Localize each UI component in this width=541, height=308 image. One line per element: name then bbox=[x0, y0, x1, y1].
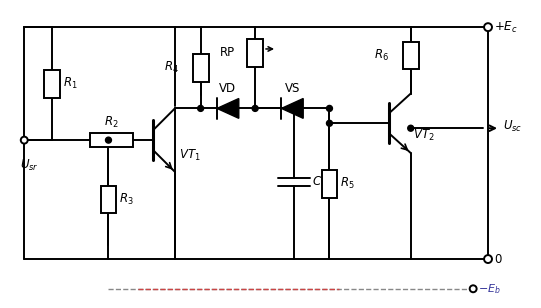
Text: $+E_c$: $+E_c$ bbox=[494, 20, 518, 35]
Circle shape bbox=[470, 285, 477, 292]
Bar bbox=[101, 186, 116, 213]
Text: $C$: $C$ bbox=[312, 175, 322, 188]
Text: $R_4$: $R_4$ bbox=[164, 60, 179, 75]
Circle shape bbox=[105, 137, 111, 143]
Bar bbox=[247, 39, 263, 67]
Text: VS: VS bbox=[285, 82, 300, 95]
Text: $R_6$: $R_6$ bbox=[374, 48, 389, 63]
Text: $VT_1$: $VT_1$ bbox=[179, 148, 201, 163]
Circle shape bbox=[484, 255, 492, 263]
Text: RP: RP bbox=[220, 47, 235, 59]
Text: $0$: $0$ bbox=[494, 253, 503, 265]
Text: $U_{sr}$: $U_{sr}$ bbox=[20, 158, 39, 173]
Circle shape bbox=[484, 23, 492, 31]
Text: $VT_2$: $VT_2$ bbox=[413, 128, 434, 143]
Bar bbox=[193, 54, 209, 82]
Circle shape bbox=[197, 105, 203, 111]
Bar bbox=[321, 170, 338, 198]
Circle shape bbox=[21, 137, 28, 144]
Text: $R_2$: $R_2$ bbox=[104, 115, 118, 130]
Bar bbox=[403, 42, 419, 69]
Polygon shape bbox=[281, 99, 303, 118]
Circle shape bbox=[326, 105, 332, 111]
Circle shape bbox=[252, 105, 258, 111]
Circle shape bbox=[326, 120, 332, 126]
Polygon shape bbox=[217, 99, 239, 118]
Circle shape bbox=[408, 125, 414, 131]
Text: $-E_b$: $-E_b$ bbox=[478, 282, 501, 296]
Text: $U_{sc}$: $U_{sc}$ bbox=[503, 119, 522, 134]
Text: $R_3$: $R_3$ bbox=[120, 192, 134, 207]
Text: VD: VD bbox=[219, 82, 236, 95]
Bar bbox=[90, 133, 133, 147]
Bar bbox=[44, 70, 60, 98]
Text: $R_1$: $R_1$ bbox=[63, 76, 77, 91]
Circle shape bbox=[291, 105, 297, 111]
Text: $R_5$: $R_5$ bbox=[340, 176, 355, 191]
